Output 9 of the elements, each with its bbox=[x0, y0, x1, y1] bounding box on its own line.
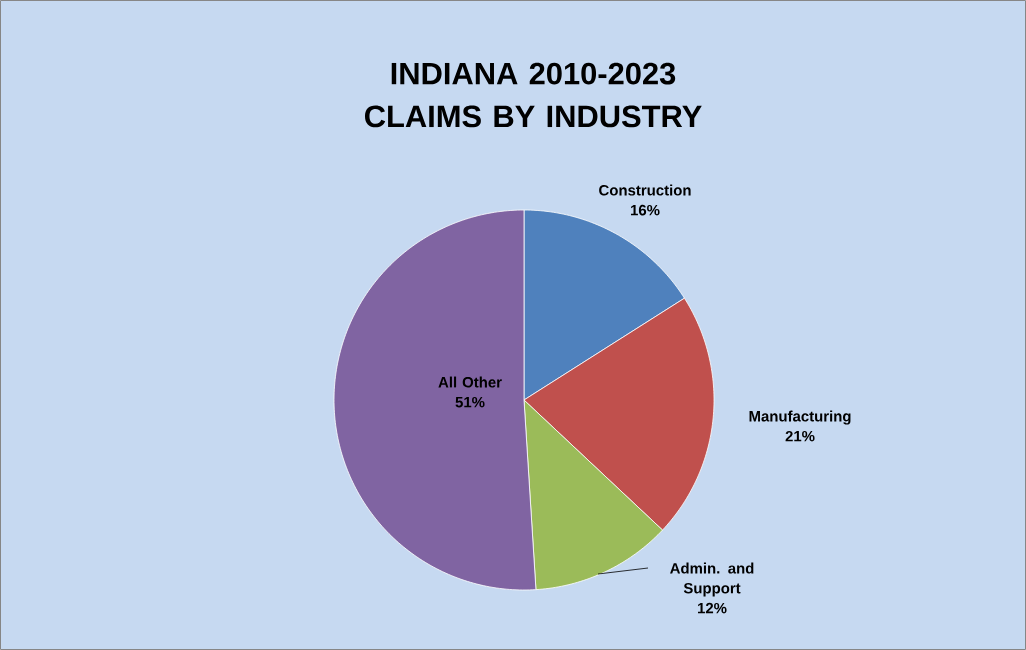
slice-label: Construction bbox=[599, 184, 691, 196]
slice-label: Admin. and Support bbox=[670, 562, 754, 597]
chart-title: INDIANA 2010-2023 CLAIMS BY INDUSTRY bbox=[364, 62, 702, 128]
data-label: 16% bbox=[631, 204, 660, 216]
data-label: 12% bbox=[698, 602, 727, 614]
data-label: 21% bbox=[785, 430, 815, 442]
data-label: 51% bbox=[455, 396, 485, 408]
slice-label: Manufacturing bbox=[749, 410, 851, 425]
slice-label: All Other bbox=[438, 376, 502, 388]
